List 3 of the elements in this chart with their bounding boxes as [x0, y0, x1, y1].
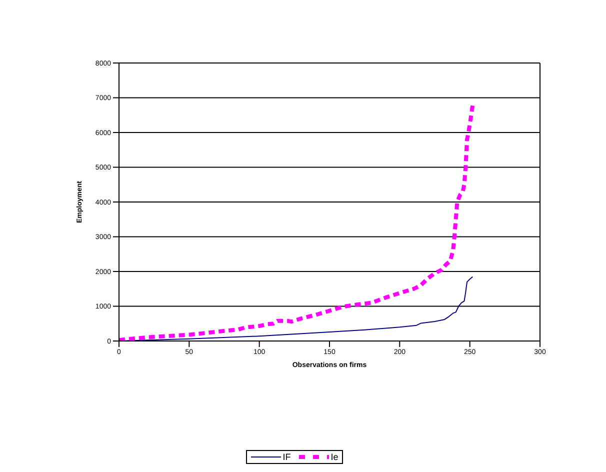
- legend-label: IF: [282, 452, 291, 462]
- legend-label: Ie: [330, 452, 338, 462]
- line-series: [119, 102, 475, 341]
